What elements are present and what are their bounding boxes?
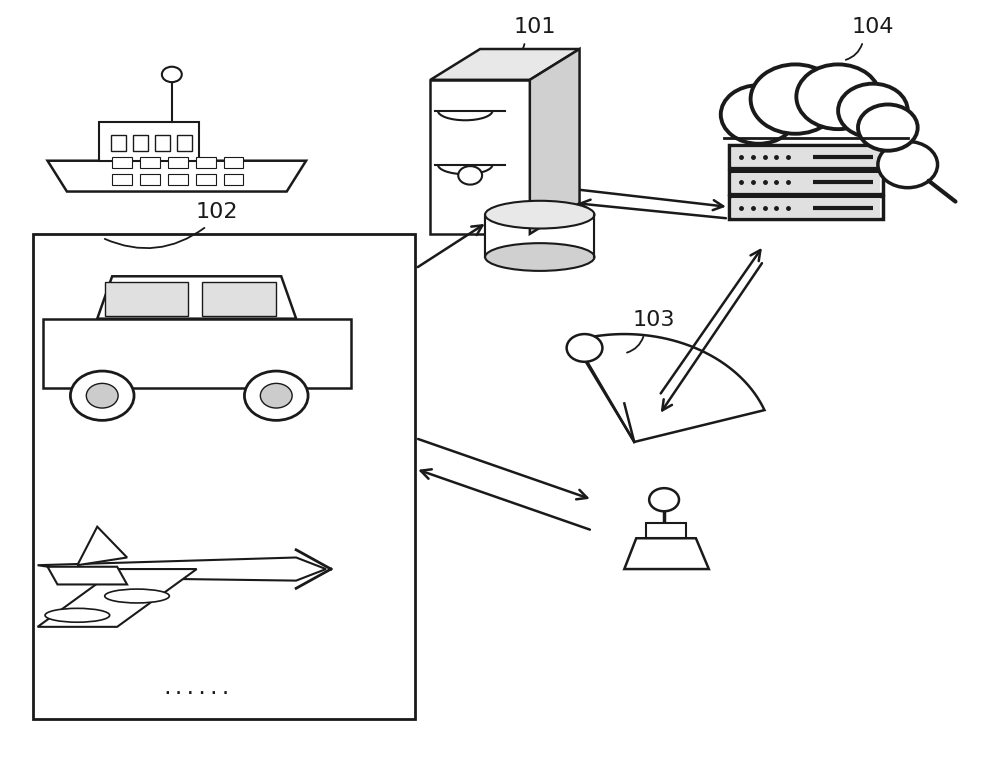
Polygon shape [43,319,351,388]
Circle shape [838,84,908,137]
Bar [155,134,170,151]
Circle shape [721,85,796,144]
Bar [732,147,880,166]
Polygon shape [77,527,127,565]
Text: 104: 104 [852,17,894,37]
Polygon shape [38,569,197,627]
Bar [140,174,160,185]
Bar [99,122,199,161]
Bar [732,173,880,192]
Polygon shape [38,557,326,580]
Circle shape [244,371,308,421]
Circle shape [796,64,880,129]
Text: 103: 103 [633,310,675,331]
Bar [140,157,160,168]
Polygon shape [624,539,709,569]
Bar [168,157,188,168]
Bar [168,174,188,185]
Bar [430,80,530,234]
Bar [729,196,883,220]
Bar [224,157,243,168]
Polygon shape [48,161,306,192]
Bar [202,282,276,317]
Bar [646,523,686,539]
Bar [724,99,898,141]
Bar [485,215,594,257]
Polygon shape [97,276,296,319]
Text: 102: 102 [195,203,238,223]
Circle shape [458,166,482,185]
Bar [732,199,880,217]
Polygon shape [48,566,127,584]
Circle shape [70,371,134,421]
Circle shape [86,383,118,408]
Bar [196,157,216,168]
Circle shape [567,334,602,362]
Circle shape [858,105,918,151]
Bar [112,157,132,168]
Bar [729,145,883,168]
Bar [105,282,188,317]
Text: 101: 101 [514,17,556,37]
Bar [133,134,148,151]
Ellipse shape [105,589,169,603]
Bar [111,134,126,151]
Polygon shape [430,49,580,80]
Text: ......: ...... [161,679,232,698]
Polygon shape [530,49,580,234]
Circle shape [162,67,182,82]
Circle shape [260,383,292,408]
Ellipse shape [485,243,594,271]
Bar [224,174,243,185]
Bar [112,174,132,185]
Circle shape [751,64,840,133]
Ellipse shape [45,608,110,622]
Bar [196,174,216,185]
Ellipse shape [485,201,594,228]
Bar [33,234,415,719]
Circle shape [878,141,938,188]
Circle shape [649,488,679,511]
Bar [729,171,883,194]
Bar [177,134,192,151]
